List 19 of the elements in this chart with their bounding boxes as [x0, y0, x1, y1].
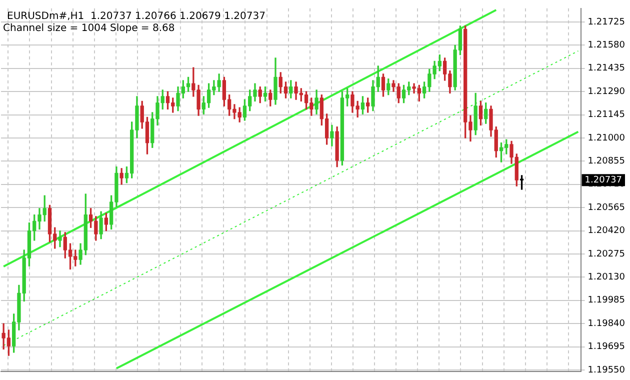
y-tick-label: 1.20565: [588, 202, 625, 213]
y-tick-label: 1.19840: [588, 318, 626, 329]
y-tick-label: 1.20130: [588, 272, 626, 283]
text: Channel size = 1004 Slope = 8.68: [3, 22, 175, 34]
y-tick-label: 1.20420: [588, 226, 626, 236]
y-tick-label: 1.21725: [588, 17, 625, 28]
y-tick-label: 1.19985: [588, 296, 625, 306]
y-tick-label: 1.21580: [588, 40, 626, 51]
y-tick-label: 1.21000: [588, 133, 626, 144]
text: 1.20737: [584, 175, 622, 186]
y-tick-label: 1.19695: [588, 342, 625, 352]
candlestick: [58, 230, 62, 248]
y-tick-label: 1.21290: [588, 86, 626, 97]
y-tick-label: 1.20855: [588, 156, 625, 167]
y-tick-label: 1.21145: [588, 110, 625, 120]
chart-title: EURUSDm#,H1 1.20737 1.20766 1.20679 1.20737: [7, 10, 266, 22]
y-tick-label: 1.21435: [588, 64, 625, 74]
y-tick-label: 1.20275: [588, 249, 625, 260]
y-tick-label: 1.19550: [588, 365, 626, 376]
